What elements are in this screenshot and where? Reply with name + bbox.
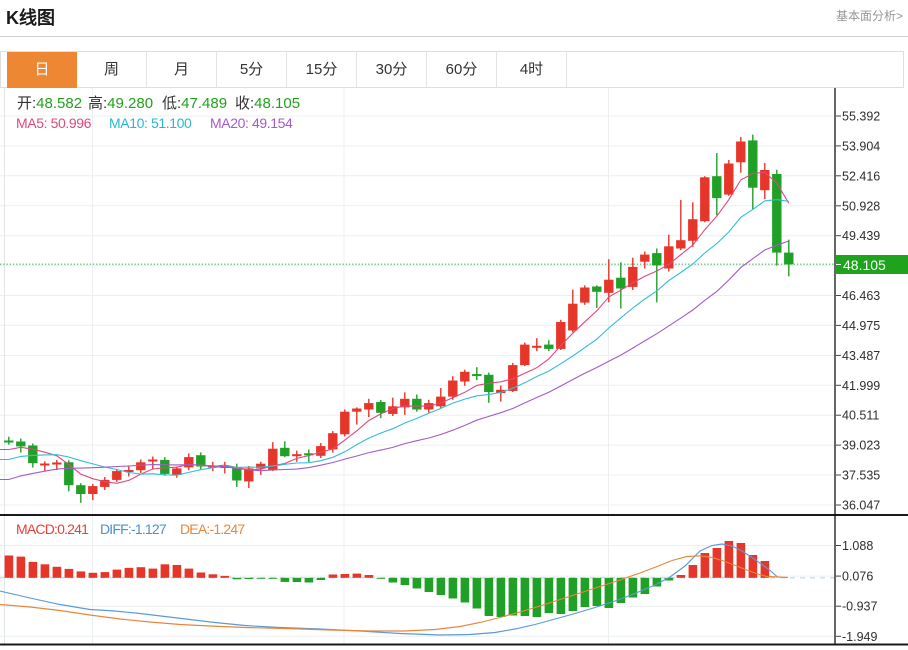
svg-text:44.975: 44.975 <box>842 319 880 333</box>
svg-text:-0.937: -0.937 <box>842 600 877 614</box>
svg-text:37.535: 37.535 <box>842 469 880 483</box>
svg-text:40.511: 40.511 <box>842 409 879 423</box>
svg-text:50.928: 50.928 <box>842 199 880 213</box>
svg-text:39.023: 39.023 <box>842 439 880 453</box>
svg-text:53.904: 53.904 <box>842 139 880 153</box>
svg-text:36.047: 36.047 <box>842 499 880 513</box>
svg-text:1.088: 1.088 <box>842 539 873 553</box>
svg-text:55.392: 55.392 <box>842 110 880 124</box>
svg-text:-1.949: -1.949 <box>842 630 877 644</box>
svg-text:48.105: 48.105 <box>843 257 886 273</box>
svg-text:49.439: 49.439 <box>842 229 880 243</box>
svg-text:52.416: 52.416 <box>842 169 880 183</box>
svg-text:0.076: 0.076 <box>842 570 873 584</box>
svg-text:43.487: 43.487 <box>842 349 880 363</box>
svg-text:46.463: 46.463 <box>842 289 880 303</box>
svg-text:41.999: 41.999 <box>842 379 880 393</box>
